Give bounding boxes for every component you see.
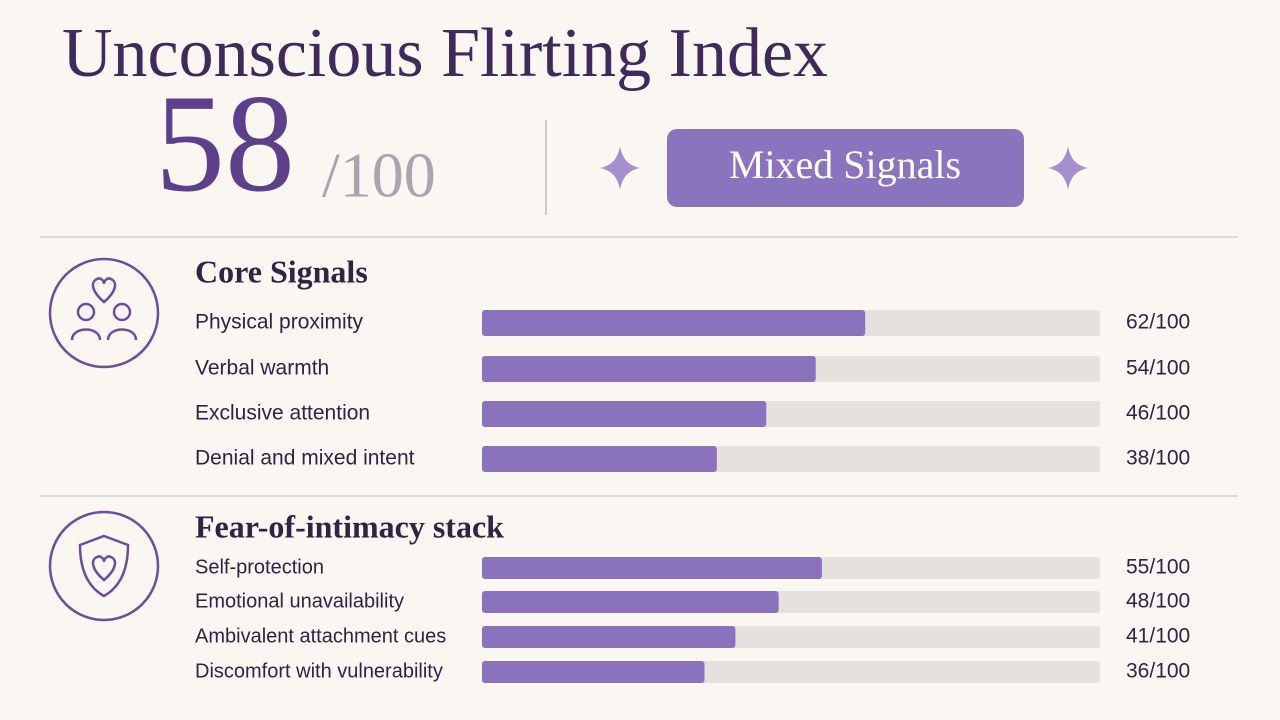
- value-label: 55/100: [1126, 556, 1190, 579]
- score-out-of: /100: [322, 140, 436, 211]
- item-label: Denial and mixed intent: [195, 447, 415, 470]
- value-label: 62/100: [1126, 311, 1190, 334]
- section-title: Core Signals: [195, 253, 368, 289]
- shield-icon: [48, 510, 160, 622]
- bar: [482, 661, 705, 683]
- bar: [482, 557, 822, 579]
- score: 58: [155, 66, 295, 221]
- title: Unconscious Flirting Index: [62, 15, 828, 92]
- section-title: Fear-of-intimacy stack: [195, 508, 504, 544]
- bar: [482, 446, 717, 472]
- bar: [482, 626, 736, 648]
- item-label: Physical proximity: [195, 311, 364, 334]
- value-label: 48/100: [1126, 590, 1190, 613]
- bar: [482, 401, 767, 427]
- sparkle: [1048, 146, 1088, 190]
- item-label: Discomfort with vulnerability: [195, 660, 443, 682]
- people-icon: [48, 257, 160, 369]
- item-label: Exclusive attention: [195, 402, 370, 425]
- value-label: 54/100: [1126, 357, 1190, 380]
- badge-label: Mixed Signals: [729, 142, 961, 187]
- value-label: 38/100: [1126, 447, 1190, 470]
- bar: [482, 356, 816, 382]
- bar: [482, 591, 779, 613]
- value-label: 46/100: [1126, 402, 1190, 425]
- item-label: Verbal warmth: [195, 357, 329, 380]
- item-label: Self-protection: [195, 556, 324, 578]
- sparkle: [600, 146, 640, 190]
- item-label: Emotional unavailability: [195, 590, 404, 612]
- badge: [667, 129, 1024, 207]
- value-label: 36/100: [1126, 660, 1190, 683]
- value-label: 41/100: [1126, 625, 1190, 648]
- bar: [482, 310, 866, 336]
- item-label: Ambivalent attachment cues: [195, 625, 446, 647]
